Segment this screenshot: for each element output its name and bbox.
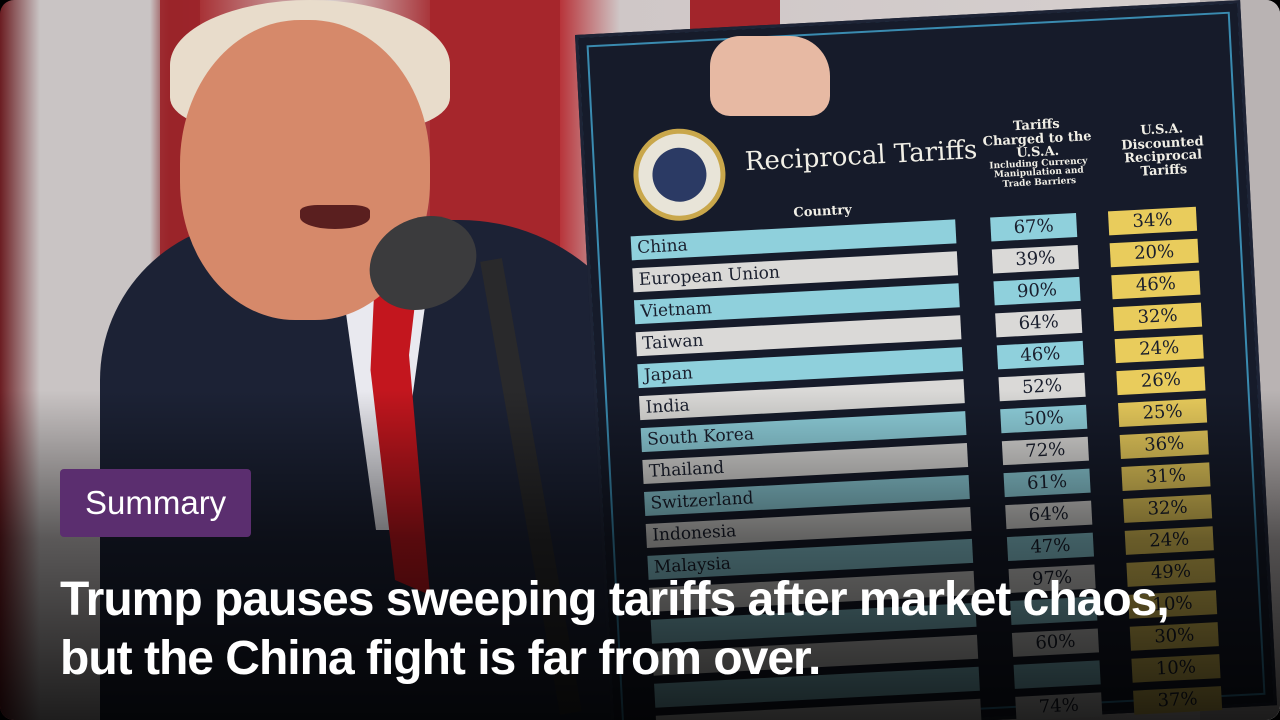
tariff-charged-value: 64%: [995, 308, 1083, 338]
presidential-seal-icon: [631, 126, 728, 224]
tariff-charged-value: 90%: [993, 276, 1081, 306]
us-reciprocal-value: 20%: [1109, 238, 1199, 268]
tariff-charged-value: 46%: [996, 340, 1084, 370]
tariff-charged-value: 67%: [990, 213, 1078, 242]
seal-center: [651, 146, 708, 204]
us-reciprocal-value: 34%: [1107, 206, 1198, 236]
headline[interactable]: Trump pauses sweeping tariffs after mark…: [60, 573, 1170, 685]
us-reciprocal-value: 24%: [1114, 334, 1204, 364]
hand-holding-board: [710, 36, 830, 116]
column-header-charged: Tariffs Charged to the U.S.A. Including …: [981, 116, 1094, 191]
summary-badge[interactable]: Summary: [60, 469, 252, 537]
column-header-us: U.S.A. Discounted Reciprocal Tariffs: [1120, 121, 1205, 180]
column-header-charged-note: Including Currency Manipulation and Trad…: [989, 156, 1088, 190]
bottom-gradient: [0, 390, 1280, 720]
column-header-country: Country: [793, 202, 853, 221]
us-reciprocal-value: 46%: [1111, 270, 1201, 300]
speaker-mouth: [300, 205, 370, 229]
us-reciprocal-value: 32%: [1112, 302, 1203, 332]
tariff-charged-value: 39%: [991, 244, 1079, 274]
board-title: Reciprocal Tariffs: [744, 135, 978, 178]
column-header-charged-label: Tariffs Charged to the U.S.A.: [982, 116, 1092, 162]
